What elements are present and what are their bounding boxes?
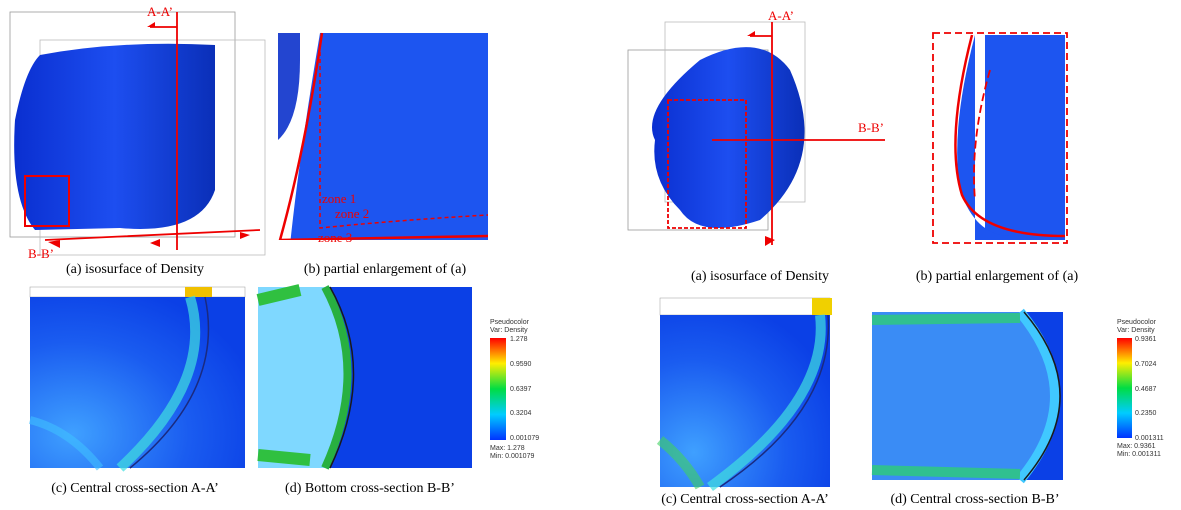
colorbar-tick: 1.278: [510, 336, 528, 343]
figure: Pseudocolor Var: Density 1.278 0.9590 0.…: [0, 0, 1181, 510]
colorbar-tick: 0.001311: [1135, 435, 1164, 442]
left-colorbar: Pseudocolor Var: Density 1.278 0.9590 0.…: [490, 319, 539, 460]
label: B-B’: [858, 120, 884, 135]
colorbar-min: Min: 0.001079: [490, 453, 534, 460]
colorbar-tick: 0.001079: [510, 435, 539, 442]
label: A-A’: [768, 8, 794, 23]
label: zone 3: [318, 230, 352, 245]
caption: (d) Central cross-section B-B’: [890, 492, 1059, 507]
caption: (c) Central cross-section A-A’: [661, 492, 829, 507]
caption: (b) partial enlargement of (a): [304, 262, 467, 277]
label: B-B’: [28, 246, 54, 261]
colorbar-tick: 0.4687: [1135, 386, 1157, 393]
colorbar-var: Var: Density: [490, 327, 528, 334]
colorbar-tick: 0.3204: [510, 410, 532, 417]
colorbar-tick: 0.7024: [1135, 361, 1157, 368]
caption: (d) Bottom cross-section B-B’: [285, 481, 455, 496]
caption: (c) Central cross-section A-A’: [51, 481, 219, 496]
colorbar-max: Max: 0.9361: [1117, 443, 1156, 450]
right-enlargement: [933, 33, 1067, 243]
right-colorbar: Pseudocolor Var: Density 0.9361 0.7024 0…: [1117, 319, 1164, 458]
colorbar-tick: 0.2350: [1135, 410, 1157, 417]
left-section-aa: [30, 287, 245, 468]
colorbar-max: Max: 1.278: [490, 445, 525, 452]
right-section-bb: [872, 312, 1063, 480]
colorbar-tick: 0.9361: [1135, 336, 1157, 343]
colorbar-title: Pseudocolor: [490, 319, 530, 326]
colorbar-min: Min: 0.001311: [1117, 451, 1161, 458]
caption: (a) isosurface of Density: [66, 262, 204, 277]
colorbar-title: Pseudocolor: [1117, 319, 1157, 326]
right-isosurface: [628, 22, 885, 246]
colorbar-tick: 0.9590: [510, 361, 532, 368]
label: zone 1: [322, 191, 356, 206]
left-isosurface: [10, 12, 265, 255]
caption: (a) isosurface of Density: [691, 269, 829, 284]
left-section-bb: [258, 287, 472, 468]
left-enlargement: [278, 33, 488, 246]
caption: (b) partial enlargement of (a): [916, 269, 1079, 284]
colorbar-tick: 0.6397: [510, 386, 532, 393]
colorbar-var: Var: Density: [1117, 327, 1155, 334]
right-section-aa: [660, 298, 832, 487]
label: A-A’: [147, 4, 173, 19]
label: zone 2: [335, 206, 369, 221]
